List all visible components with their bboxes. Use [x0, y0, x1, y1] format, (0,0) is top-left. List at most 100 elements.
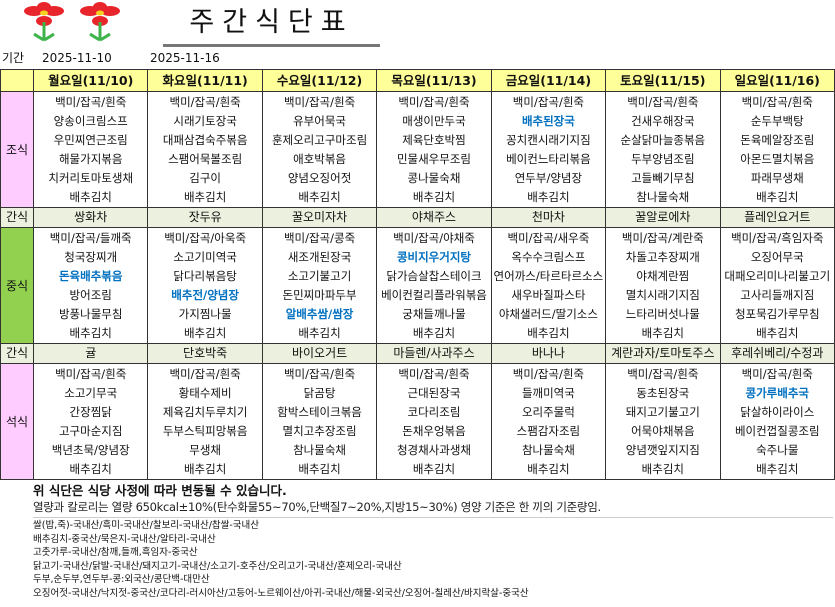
- menu-item: 배추김치: [412, 326, 456, 340]
- menu-item: 배추김치: [183, 462, 227, 476]
- dinner-cell: 백미/잡곡/흰죽 근대된장국 코다리조림 돈채우엉볶음 청경채사과생채 배추김치: [376, 363, 492, 480]
- menu-item: 베이컨컬리플라워볶음: [381, 288, 487, 302]
- breakfast-cell: 백미/잡곡/흰죽 매생이만두국 제육단호박찜 민물새우무조림 콩나물숙채 배추김치: [376, 91, 492, 208]
- menu-item: 닭가슴살찹스테이크: [386, 269, 482, 283]
- snack-item: 야채주스: [376, 207, 492, 228]
- snack-item: 귤: [32, 343, 149, 364]
- day-header: 화요일(11/11): [147, 69, 263, 92]
- menu-item: 고구마순지짐: [58, 424, 123, 438]
- menu-item: 배추김치: [298, 462, 341, 476]
- snack-item: 천마차: [490, 207, 607, 228]
- menu-item: 양념깻잎지지짐: [625, 443, 700, 457]
- menu-item: 백미/잡곡/흰죽: [627, 95, 699, 109]
- menu-item: 백미/잡곡/새우죽: [507, 231, 590, 245]
- menu-item: 아몬드멸치볶음: [740, 152, 815, 166]
- menu-item: 멸치고추장조림: [282, 424, 357, 438]
- breakfast-cell: 백미/잡곡/흰죽 순두부백탕 돈육메알장조림 아몬드멸치볶음 파래무생채 배추김치: [719, 91, 835, 208]
- origin-line: 오징어젓-국내산/낙지젓-중국산/코다리-러시아산/고등어-노르웨이산/아귀-국…: [33, 587, 529, 599]
- menu-item: 백미/잡곡/아욱죽: [164, 231, 247, 245]
- menu-item: 해물가지볶음: [58, 152, 123, 166]
- menu-item: 새조개된장국: [287, 250, 352, 264]
- menu-item: 백년초묵/양념장: [51, 443, 130, 457]
- menu-item: 무생채: [189, 443, 221, 457]
- menu-item: 들깨미역국: [521, 386, 575, 400]
- breakfast-cell: 백미/잡곡/흰죽 양송이크림스프 우민찌연근조림 해물가지볶음 치커리토마토생채 배추김치: [32, 91, 149, 208]
- menu-item: 백미/잡곡/흰죽: [741, 95, 813, 109]
- origin-line: 두부,순두부,연두부-콩:외국산/콩단백-대만산: [33, 574, 210, 585]
- menu-item: 배추김치: [183, 326, 227, 340]
- menu-item: 고사리들깨지짐: [740, 288, 815, 302]
- menu-item: 배추김치: [412, 190, 456, 204]
- menu-item: 백미/잡곡/흰죽: [283, 95, 356, 109]
- breakfast-cell: 백미/잡곡/흰죽 유부어묵국 훈제오리고구마조림 애호박볶음 양념오징어젓 배추김치: [261, 91, 378, 208]
- menu-item: 백미/잡곡/흰죽: [512, 367, 585, 381]
- menu-item: 배추김치: [641, 326, 684, 340]
- menu-item: 배추김치: [756, 326, 799, 340]
- menu-item: 배추김치: [298, 190, 341, 204]
- snack-item: 바나나: [490, 343, 607, 364]
- origin-line: 배추김치-중국산/묵은지-국내산/알타리-국내산: [33, 533, 216, 545]
- day-header: 토요일(11/15): [605, 69, 721, 92]
- menu-item: 느타리버섯나물: [625, 307, 700, 321]
- snack-item: 꿀오미자차: [261, 207, 378, 228]
- menu-item: 시래기토장국: [173, 114, 237, 128]
- snack-label: 간식: [0, 207, 34, 228]
- menu-item: 백미/잡곡/흰죽: [283, 367, 356, 381]
- menu-item: 순두부백탕: [750, 114, 804, 128]
- snack-label: 간식: [0, 343, 34, 364]
- flower-decoration-icon: [24, 2, 120, 42]
- dinner-cell: 백미/잡곡/흰죽 황태수제비 제육김치두루치기 두부스틱피망볶음 무생채 배추김치: [147, 363, 263, 480]
- menu-item: 가지찜나물: [178, 307, 232, 321]
- origin-line: 고춧가루-국내산/참깨,들깨,흑임자-중국산: [33, 547, 198, 558]
- lunch-cell: 백미/잡곡/들깨죽 청국장찌개 돈육배추볶음 방어조림 방풍나물무침 배추김치: [32, 227, 149, 344]
- breakfast-label: 조식: [0, 91, 34, 208]
- menu-item: 배추김치: [183, 190, 227, 204]
- breakfast-cell: 백미/잡곡/흰죽 배추된장국 꽁치캔시래기지짐 베이컨느타리볶음 연두부/양념장 배추김치: [490, 91, 607, 208]
- menu-item: 오징어무국: [750, 250, 804, 264]
- breakfast-cell: 백미/잡곡/흰죽 건새우해장국 순살닭마늘종볶음 두부양념조림 고들빼기무침 참나물숙채: [605, 91, 721, 208]
- menu-item: 간장찜닭: [69, 405, 112, 419]
- menu-item: 어묵야채볶음: [631, 424, 695, 438]
- period-label: 기간: [2, 51, 25, 65]
- menu-item: 민물새우무조림: [396, 152, 471, 166]
- menu-item: 배추김치: [69, 462, 112, 476]
- day-header: 일요일(11/16): [719, 69, 835, 92]
- menu-item: 옥수수크림스프: [511, 250, 586, 264]
- day-header: 수요일(11/12): [261, 69, 378, 92]
- menu-item: 제육김치두루치기: [162, 405, 248, 419]
- menu-item: 야채계란찜: [636, 269, 690, 283]
- menu-item: 청국장찌개: [64, 250, 118, 264]
- menu-item: 코다리조림: [407, 405, 461, 419]
- dinner-cell: 백미/잡곡/흰죽 소고기무국 간장찜닭 고구마순지짐 백년초묵/양념장 배추김치: [32, 363, 149, 480]
- menu-item: 함박스테이크볶음: [277, 405, 362, 419]
- dinner-cell: 백미/잡곡/흰죽 동초된장국 돼지고기불고기 어묵야채볶음 양념깻잎지지짐 배추김치: [605, 363, 721, 480]
- menu-item: 두부스틱피망볶음: [162, 424, 248, 438]
- breakfast-row: 조식 백미/잡곡/흰죽 양송이크림스프 우민찌연근조림 해물가지볶음 치커리토마토생채 배추…: [0, 91, 835, 208]
- menu-item: 참나물숙채: [636, 190, 690, 204]
- day-header-row: 월요일(11/10) 화요일(11/11) 수요일(11/12) 목요일(11/13)…: [0, 69, 835, 92]
- menu-item: 베이컨껍질콩조림: [734, 424, 820, 438]
- lunch-label: 중식: [0, 227, 34, 344]
- lunch-cell: 백미/잡곡/새우죽 옥수수크림스프 연어까스/타르타르소스 새우바질파스타 야채샐러드/…: [490, 227, 607, 344]
- menu-item: 건새우해장국: [631, 114, 695, 128]
- menu-item: 백미/잡곡/흰죽: [627, 367, 699, 381]
- menu-item: 베이컨느타리볶음: [506, 152, 591, 166]
- lunch-cell: 백미/잡곡/콩죽 새조개된장국 소고기불고기 돈민찌마파두부 알배추쌈/쌈장 배추김치: [261, 227, 378, 344]
- flower-icon: [24, 2, 64, 42]
- menu-item: 돼지고기불고기: [625, 405, 700, 419]
- menu-item: 돈민찌마파두부: [282, 288, 357, 302]
- menu-item: 제육단호박찜: [402, 133, 466, 147]
- period-end: 2025-11-16: [150, 51, 220, 65]
- menu-item: 꽁치캔시래기지짐: [506, 133, 591, 147]
- dinner-cell: 백미/잡곡/흰죽 들깨미역국 오리주물럭 스팸감자조림 참나물숙채 배추김치: [490, 363, 607, 480]
- menu-content: 월요일(11/10) 화요일(11/11) 수요일(11/12) 목요일(11/13)…: [0, 69, 835, 600]
- menu-item: 콩가루배추국: [745, 386, 809, 400]
- footer: 위 식단은 식당 사정에 따라 변동될 수 있습니다. 열량과 칼로리는 열량 …: [0, 480, 835, 600]
- menu-item: 순살닭마늘종볶음: [620, 133, 706, 147]
- menu-item: 스팸감자조림: [516, 424, 581, 438]
- breakfast-cell: 백미/잡곡/흰죽 시래기토장국 대패삼겹숙주볶음 스팸어묵볼조림 김구이 배추김치: [147, 91, 263, 208]
- menu-item: 배추김치: [69, 326, 112, 340]
- menu-item: 백미/잡곡/흰죽: [398, 367, 470, 381]
- menu-item: 배추김치: [69, 190, 112, 204]
- lunch-cell: 백미/잡곡/계란죽 차돌고추장찌개 야채계란찜 멸치시래기지짐 느타리버섯나물 배추김치: [605, 227, 721, 344]
